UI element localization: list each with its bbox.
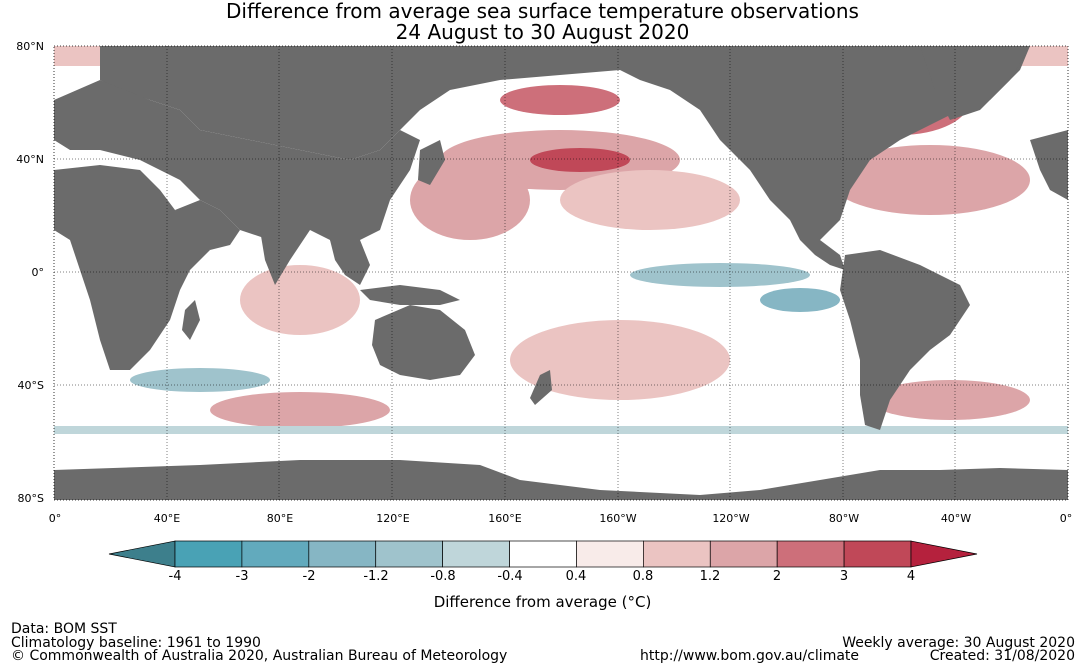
colorbar-bin — [776, 540, 845, 568]
land-south-america — [840, 250, 970, 430]
colorbar-bin — [442, 540, 510, 568]
colorbar-tick-label: -1.2 — [363, 569, 389, 584]
land-madagascar — [182, 300, 200, 340]
lon-label-40e: 40°E — [153, 512, 181, 525]
land-masses — [54, 46, 1068, 500]
anomaly-patch-south-pacific — [510, 320, 730, 400]
anomaly-patch-subtropical-pacific — [560, 170, 740, 230]
colorbar-tick-label: 4 — [906, 569, 916, 584]
land-new-zealand — [530, 370, 552, 405]
colorbar-tick-label: 2 — [772, 569, 782, 584]
colorbar-bin — [843, 540, 912, 568]
colorbar-tick-label: -2 — [302, 569, 316, 584]
anomaly-band-southern-ocean — [54, 426, 1068, 434]
anomaly-patch-south-atlantic — [870, 380, 1030, 420]
colorbar-tick-label: 3 — [839, 569, 849, 584]
land-southeast-asia — [330, 240, 370, 285]
lon-label-80w: 80°W — [828, 512, 860, 525]
lon-label-160w: 160°W — [599, 512, 637, 525]
anomaly-patch-north-pacific-core — [530, 148, 630, 172]
lon-label-120e: 120°E — [376, 512, 410, 525]
footer-data-source: Data: BOM SST — [11, 621, 117, 637]
colorbar-bin — [643, 540, 711, 568]
colorbar-title: Difference from average (°C) — [433, 593, 652, 611]
colorbar-tick-label: 0.8 — [632, 569, 654, 584]
footer-copyright: © Commonwealth of Australia 2020, Austra… — [11, 648, 508, 664]
land-maritime-continent — [360, 285, 460, 305]
graticule — [54, 46, 1068, 500]
colorbar-bin — [509, 540, 577, 568]
colorbar-tick-label: -4 — [168, 569, 182, 584]
land-greenland — [920, 46, 1030, 120]
colorbar-bin — [375, 540, 443, 568]
lon-label-0-east: 0° — [1059, 512, 1073, 525]
lat-label-80s: 80°S — [17, 492, 44, 505]
colorbar-extend-low — [108, 540, 176, 568]
footer-created-date: Created: 31/08/2020 — [929, 648, 1075, 664]
map-subtitle-date-range: 24 August to 30 August 2020 — [395, 20, 690, 44]
land-australia — [372, 305, 475, 380]
anomaly-patch-east-pacific — [760, 288, 840, 312]
colorbar-extend-high — [910, 540, 978, 568]
map-frame — [53, 45, 1069, 501]
land-antarctica — [54, 460, 1068, 500]
land-india — [260, 230, 290, 285]
colorbar-bin — [241, 540, 310, 568]
colorbar-bin — [174, 540, 243, 568]
colorbar-tick-label: -3 — [235, 569, 249, 584]
lat-label-40s: 40°S — [17, 379, 44, 392]
footer-url: http://www.bom.gov.au/climate — [640, 648, 860, 664]
colorbar-bin — [709, 540, 778, 568]
anomaly-patch-indian-ocean — [240, 265, 360, 335]
colorbar-tick-label: 0.4 — [565, 569, 587, 584]
anomaly-patch-equatorial-pacific — [630, 263, 810, 287]
anomaly-patch-southern-indian — [210, 392, 390, 428]
colorbar-bin — [576, 540, 644, 568]
lon-label-0: 0° — [48, 512, 62, 525]
lon-label-40w: 40°W — [940, 512, 972, 525]
land-iberia-europe-west — [1030, 130, 1068, 200]
map-title: Difference from average sea surface temp… — [226, 0, 859, 23]
colorbar-bin — [308, 540, 377, 568]
footer-weekly-average: Weekly average: 30 August 2020 — [842, 635, 1075, 651]
colorbar — [108, 540, 978, 568]
colorbar-tick-label: 1.2 — [699, 569, 721, 584]
lon-label-120w: 120°W — [712, 512, 750, 525]
lon-label-80e: 80°E — [266, 512, 294, 525]
land-africa — [54, 165, 210, 370]
anomaly-patch-south-indian — [130, 368, 270, 392]
colorbar-tick-label: -0.8 — [430, 569, 456, 584]
anomaly-patch-north-atlantic — [830, 145, 1030, 215]
anomaly-patch-west-pacific — [410, 160, 530, 240]
land-arabia — [175, 200, 240, 250]
lat-label-80n: 80°N — [16, 40, 44, 53]
lat-label-40n: 40°N — [16, 153, 44, 166]
anomaly-patch-bering-sea — [500, 85, 620, 115]
lon-label-160e: 160°E — [488, 512, 522, 525]
colorbar-tick-label: -0.4 — [497, 569, 523, 584]
land-japan — [418, 140, 445, 185]
land-arctic-eurasia — [100, 46, 620, 160]
lat-label-equator: 0° — [31, 266, 45, 279]
land-central-america — [800, 240, 845, 270]
land-north-america — [620, 46, 1030, 240]
land-europe-asia — [54, 80, 420, 260]
footer-baseline: Climatology baseline: 1961 to 1990 — [11, 635, 261, 651]
